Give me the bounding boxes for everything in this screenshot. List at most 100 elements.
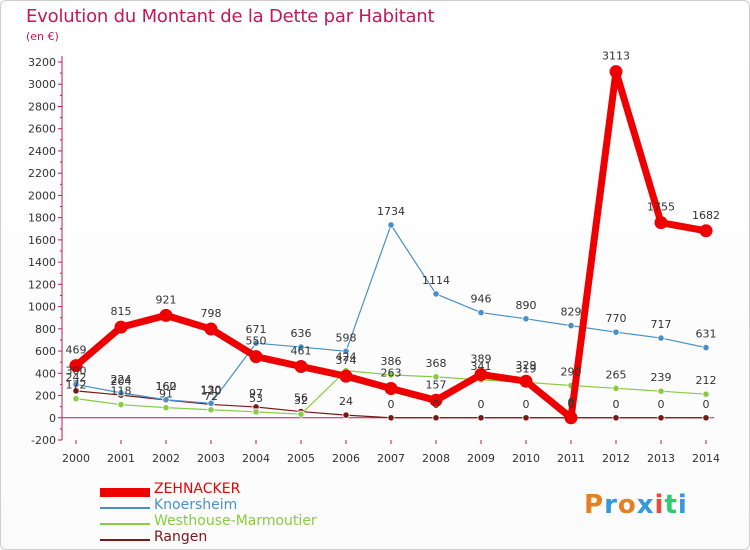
data-point: [522, 414, 530, 422]
data-point: [387, 221, 395, 229]
data-label: 329: [516, 359, 537, 372]
data-label: 224: [111, 373, 132, 386]
data-label: 242: [66, 371, 87, 384]
data-label: 290: [561, 366, 582, 379]
data-label: 263: [381, 367, 402, 380]
legend-label: Knoersheim: [154, 497, 238, 513]
x-tick-label: 2001: [107, 452, 135, 465]
x-tick-label: 2008: [422, 452, 450, 465]
data-point: [474, 368, 488, 382]
y-tick-label: 2800: [28, 100, 56, 113]
data-label: 204: [111, 375, 132, 388]
x-tick-label: 2010: [512, 452, 540, 465]
data-label: 56: [294, 392, 308, 405]
data-label: 120: [201, 384, 222, 397]
data-label: 1755: [647, 201, 675, 214]
x-tick-label: 2013: [647, 452, 675, 465]
data-label: 118: [111, 385, 132, 398]
data-point: [702, 390, 710, 398]
data-label: 671: [246, 323, 267, 336]
data-label: 386: [381, 355, 402, 368]
data-label: 24: [339, 395, 353, 408]
data-label: 0: [388, 398, 395, 411]
y-tick-label: 2000: [28, 189, 56, 202]
data-point: [654, 216, 668, 230]
data-label: 157: [426, 378, 447, 391]
x-tick-label: 2006: [332, 452, 360, 465]
data-label: 717: [651, 318, 672, 331]
data-label: 0: [523, 398, 530, 411]
legend-label: ZEHNACKER: [154, 481, 241, 497]
data-point: [387, 371, 395, 379]
y-tick-label: 800: [35, 323, 56, 336]
data-point: [702, 344, 710, 352]
data-label: 160: [156, 380, 177, 393]
data-point: [387, 414, 395, 422]
data-point: [699, 224, 713, 238]
data-label: 424: [336, 351, 357, 364]
data-point: [252, 408, 260, 416]
data-label: 32: [294, 394, 308, 407]
data-point: [522, 315, 530, 323]
legend-swatch: [100, 523, 150, 525]
legend-swatch: [100, 507, 150, 509]
chart-title: Evolution du Montant de la Dette par Hab…: [26, 6, 435, 27]
data-point: [69, 359, 83, 373]
data-label: 0: [568, 398, 575, 411]
data-point: [207, 406, 215, 414]
y-tick-label: 1800: [28, 212, 56, 225]
data-point: [612, 414, 620, 422]
data-label: 265: [606, 368, 627, 381]
data-point: [204, 322, 218, 336]
y-tick-label: 1000: [28, 301, 56, 314]
x-tick-label: 2012: [602, 452, 630, 465]
legend-label: Westhouse-Marmoutier: [154, 513, 317, 529]
x-tick-label: 2002: [152, 452, 180, 465]
data-label: 130: [201, 383, 222, 396]
data-point: [162, 396, 170, 404]
data-label: 0: [613, 398, 620, 411]
data-label: 3113: [602, 50, 630, 63]
proxiti-logo: Proxiti: [584, 490, 688, 520]
data-point: [657, 387, 665, 395]
data-label: 368: [426, 357, 447, 370]
y-tick-label: 2600: [28, 123, 56, 136]
data-label: 469: [66, 344, 87, 357]
data-label: 770: [606, 312, 627, 325]
data-label: 946: [471, 293, 492, 306]
data-point: [657, 414, 665, 422]
data-point: [702, 414, 710, 422]
x-tick-label: 2007: [377, 452, 405, 465]
data-label: 0: [433, 398, 440, 411]
data-point: [72, 380, 80, 389]
data-point: [252, 339, 260, 347]
data-label: 1734: [377, 205, 405, 218]
data-point: [384, 382, 398, 396]
data-label: 890: [516, 299, 537, 312]
data-label: 53: [249, 392, 263, 405]
y-tick-label: 1200: [28, 278, 56, 291]
data-point: [567, 321, 575, 330]
data-label: 172: [66, 379, 87, 392]
data-point: [162, 404, 170, 412]
data-label: 636: [291, 327, 312, 340]
data-point: [207, 399, 215, 407]
data-label: 1682: [692, 209, 720, 222]
data-point: [342, 347, 350, 355]
y-tick-label: -200: [31, 434, 56, 447]
data-point: [339, 369, 353, 383]
data-label: 921: [156, 293, 177, 306]
data-label: 389: [471, 353, 492, 366]
y-tick-label: 400: [35, 367, 56, 380]
y-tick-label: 1600: [28, 234, 56, 247]
data-point: [159, 308, 173, 322]
data-label: 461: [291, 345, 312, 358]
data-label: 374: [336, 354, 357, 367]
x-tick-label: 2009: [467, 452, 495, 465]
data-label: 0: [478, 398, 485, 411]
data-point: [117, 389, 125, 397]
y-tick-label: 200: [35, 390, 56, 403]
data-label: 598: [336, 331, 357, 344]
legend-label: Rangen: [154, 529, 208, 545]
data-label: 97: [249, 387, 263, 400]
